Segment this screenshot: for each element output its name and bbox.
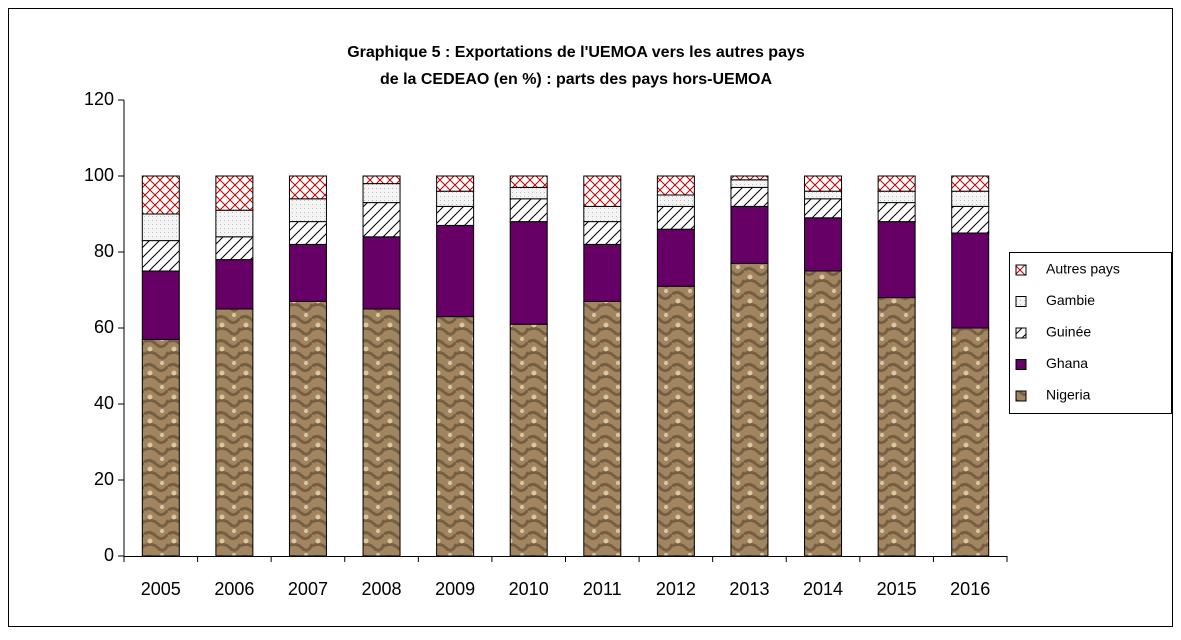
legend-label: Ghana — [1046, 355, 1088, 371]
chart-title: de la CEDEAO (en %) : parts des pays hor… — [380, 71, 773, 88]
x-tick-label: 2012 — [656, 579, 696, 599]
bar-segment — [878, 298, 915, 556]
chart-title: Graphique 5 : Exportations de l'UEMOA ve… — [347, 44, 805, 61]
bar-segment — [216, 176, 253, 210]
x-tick-label: 2015 — [877, 579, 917, 599]
bar-segment — [510, 199, 547, 222]
x-tick-label: 2014 — [803, 579, 843, 599]
bar-segment — [510, 324, 547, 556]
bar-segment — [657, 229, 694, 286]
bar-segment — [952, 206, 989, 233]
bar-segment — [805, 176, 842, 191]
bar-segment — [142, 339, 179, 556]
bar-segment — [510, 187, 547, 198]
x-tick-label: 2010 — [509, 579, 549, 599]
chart: Graphique 5 : Exportations de l'UEMOA ve… — [0, 0, 1181, 635]
bar-segment — [437, 176, 474, 191]
bar-segment — [437, 206, 474, 225]
legend-swatch — [1016, 265, 1026, 275]
bar-segment — [952, 191, 989, 206]
x-tick-label: 2007 — [288, 579, 328, 599]
bar-segment — [805, 191, 842, 199]
bar-segment — [584, 176, 621, 206]
bar-segment — [878, 191, 915, 202]
bar-segment — [952, 233, 989, 328]
bar-segment — [731, 180, 768, 188]
y-tick-label: 20 — [94, 469, 114, 489]
bar-segment — [216, 210, 253, 237]
y-tick-label: 40 — [94, 393, 114, 413]
bar-segment — [657, 206, 694, 229]
x-tick-label: 2016 — [950, 579, 990, 599]
y-tick-label: 0 — [104, 545, 114, 565]
y-tick-label: 60 — [94, 317, 114, 337]
bar-segment — [142, 176, 179, 214]
x-tick-label: 2009 — [435, 579, 475, 599]
x-tick-label: 2008 — [362, 579, 402, 599]
bar-segment — [437, 317, 474, 556]
bar-segment — [584, 244, 621, 301]
bar-segment — [363, 176, 400, 184]
bar-segment — [289, 199, 326, 222]
bar-segment — [142, 241, 179, 271]
y-tick-label: 80 — [94, 241, 114, 261]
bar-segment — [878, 203, 915, 222]
bar-segment — [657, 195, 694, 206]
legend-swatch — [1016, 297, 1026, 307]
y-tick-label: 100 — [84, 165, 114, 185]
bar-segment — [952, 176, 989, 191]
bar-segment — [510, 176, 547, 187]
bar-segment — [510, 222, 547, 325]
bar-segment — [584, 206, 621, 221]
bar-segment — [805, 199, 842, 218]
bar-segment — [731, 176, 768, 180]
legend-label: Nigeria — [1046, 387, 1091, 403]
bar-segment — [363, 309, 400, 556]
legend-swatch — [1016, 328, 1026, 338]
bar-segment — [878, 222, 915, 298]
bar-segment — [805, 218, 842, 271]
bar-segment — [657, 286, 694, 556]
bar-segment — [216, 260, 253, 309]
bar-segment — [289, 301, 326, 556]
x-tick-label: 2011 — [583, 579, 622, 599]
x-tick-label: 2013 — [729, 579, 769, 599]
bar-segment — [437, 225, 474, 316]
bar-segment — [731, 187, 768, 206]
bar-segment — [216, 309, 253, 556]
bar-segment — [584, 222, 621, 245]
legend-swatch — [1016, 391, 1026, 401]
bar-segment — [216, 237, 253, 260]
bar-segment — [437, 191, 474, 206]
bar-segment — [363, 203, 400, 237]
bar-segment — [363, 237, 400, 309]
y-tick-label: 120 — [84, 89, 114, 109]
x-tick-label: 2005 — [141, 579, 181, 599]
bar-segment — [289, 222, 326, 245]
bar-segment — [878, 176, 915, 191]
bar-segment — [731, 263, 768, 556]
x-tick-label: 2006 — [214, 579, 254, 599]
bar-segment — [142, 271, 179, 339]
bar-segment — [731, 206, 768, 263]
legend-label: Guinée — [1046, 324, 1091, 340]
bar-segment — [805, 271, 842, 556]
bar-segment — [289, 176, 326, 199]
legend-swatch — [1016, 360, 1026, 370]
bar-segment — [584, 301, 621, 556]
legend-label: Gambie — [1046, 292, 1095, 308]
legend-label: Autres pays — [1046, 261, 1120, 277]
bar-segment — [952, 328, 989, 556]
bar-segment — [289, 244, 326, 301]
bar-segment — [657, 176, 694, 195]
bar-segment — [363, 184, 400, 203]
bar-segment — [142, 214, 179, 241]
